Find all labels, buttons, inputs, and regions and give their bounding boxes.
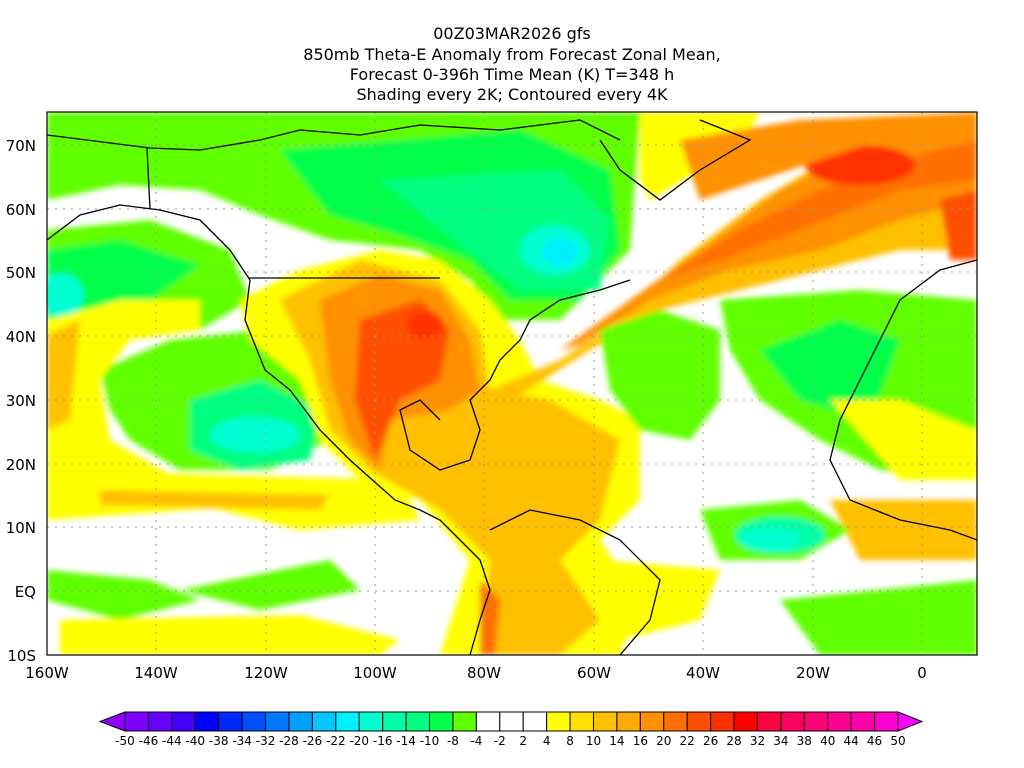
colorbar-swatch (382, 711, 407, 732)
colorbar-label: -4 (470, 734, 482, 748)
colorbar-label: -28 (279, 734, 299, 748)
colorbar: -50 -46 -44 -40 -38 -34 -32 -28 -26 -22 -20 -16 -14-… (98, 711, 924, 748)
colorbar-swatch (288, 711, 313, 732)
colorbar-label: -34 (232, 734, 252, 748)
colorbar-swatch (475, 711, 501, 732)
colorbar-swatch (452, 711, 477, 732)
lon-label: 40W (686, 664, 720, 682)
lat-label: 50N (6, 264, 36, 282)
colorbar-swatch (335, 711, 360, 732)
lon-label: 100W (353, 664, 397, 682)
colorbar-swatch (803, 711, 829, 732)
coastlines (47, 119, 977, 655)
colorbar-label: -50 (115, 734, 135, 748)
anomaly-shading (47, 112, 977, 655)
colorbar-label: -22 (326, 734, 346, 748)
colorbar-low-triangle (98, 711, 126, 732)
colorbar-swatch (311, 711, 337, 732)
lat-label: EQ (15, 583, 36, 601)
colorbar-swatch (780, 711, 805, 732)
title-line-2: 850mb Theta-E Anomaly from Forecast Zona… (303, 45, 721, 64)
colorbar-label: 10 (586, 734, 601, 748)
colorbar-swatch (241, 711, 267, 732)
colorbar-swatch (405, 711, 431, 732)
lon-label: 160W (25, 664, 69, 682)
colorbar-label: -32 (256, 734, 276, 748)
lon-label: 140W (134, 664, 178, 682)
colorbar-swatch (124, 711, 149, 732)
lat-label: 10S (7, 647, 36, 665)
lat-label: 70N (6, 137, 36, 155)
lon-label: 0 (917, 664, 927, 682)
colorbar-swatch (874, 711, 899, 732)
colorbar-swatch (265, 711, 290, 732)
colorbar-label: -8 (447, 734, 459, 748)
colorbar-label: -40 (185, 734, 205, 748)
title-line-3: Forecast 0-396h Time Mean (K) T=348 h (349, 65, 675, 84)
colorbar-label: 40 (820, 734, 835, 748)
colorbar-label: -44 (162, 734, 182, 748)
lat-label: 10N (6, 519, 36, 537)
colorbar-swatch (827, 711, 852, 732)
colorbar-label: 8 (566, 734, 574, 748)
lat-label: 60N (6, 201, 36, 219)
colorbar-high-triangle (897, 711, 924, 732)
colorbar-swatch (756, 711, 782, 732)
colorbar-swatch (850, 711, 876, 732)
colorbar-label: 34 (773, 734, 788, 748)
colorbar-label: 44 (844, 734, 859, 748)
lat-label: 40N (6, 328, 36, 346)
colorbar-swatch (194, 711, 220, 732)
lon-label: 20W (796, 664, 830, 682)
colorbar-swatch (147, 711, 173, 732)
colorbar-label: 22 (680, 734, 695, 748)
colorbar-label: -20 (349, 734, 369, 748)
colorbar-label: 16 (633, 734, 648, 748)
colorbar-label: -46 (139, 734, 159, 748)
colorbar-label: 14 (609, 734, 624, 748)
colorbar-swatch (686, 711, 712, 732)
colorbar-swatch (639, 711, 665, 732)
colorbar-label: 32 (750, 734, 765, 748)
colorbar-swatch (429, 711, 454, 732)
lon-label: 60W (577, 664, 611, 682)
colorbar-label: 50 (890, 734, 905, 748)
colorbar-swatch (218, 711, 243, 732)
colorbar-label: -2 (494, 734, 506, 748)
colorbar-label: 4 (543, 734, 551, 748)
colorbar-label: 46 (867, 734, 882, 748)
colorbar-label: 2 (519, 734, 527, 748)
lon-label: 120W (244, 664, 288, 682)
colorbar-swatch (616, 711, 641, 732)
colorbar-label: 28 (726, 734, 741, 748)
colorbar-label: -16 (373, 734, 393, 748)
colorbar-swatch (499, 711, 524, 732)
colorbar-label: -10 (420, 734, 440, 748)
colorbar-swatch (171, 711, 196, 732)
colorbar-label: 38 (797, 734, 812, 748)
map-frame (46, 111, 978, 656)
colorbar-swatch (710, 711, 735, 732)
colorbar-swatch (663, 711, 688, 732)
colorbar-label: -14 (396, 734, 416, 748)
lat-label: 30N (6, 392, 36, 410)
lon-label: 80W (467, 664, 501, 682)
colorbar-label: -26 (303, 734, 323, 748)
colorbar-swatch (569, 711, 594, 732)
colorbar-label: 20 (656, 734, 671, 748)
colorbar-swatch (733, 711, 758, 732)
colorbar-swatch (592, 711, 618, 732)
colorbar-swatch (358, 711, 384, 732)
colorbar-swatch (522, 711, 548, 732)
lat-label: 20N (6, 456, 36, 474)
gridlines (47, 112, 977, 655)
colorbar-swatch (546, 711, 571, 732)
title-line-1: 00Z03MAR2026 gfs (433, 24, 591, 43)
colorbar-label: -38 (209, 734, 229, 748)
colorbar-label: 26 (703, 734, 718, 748)
title-line-4: Shading every 2K; Contoured every 4K (356, 85, 668, 104)
